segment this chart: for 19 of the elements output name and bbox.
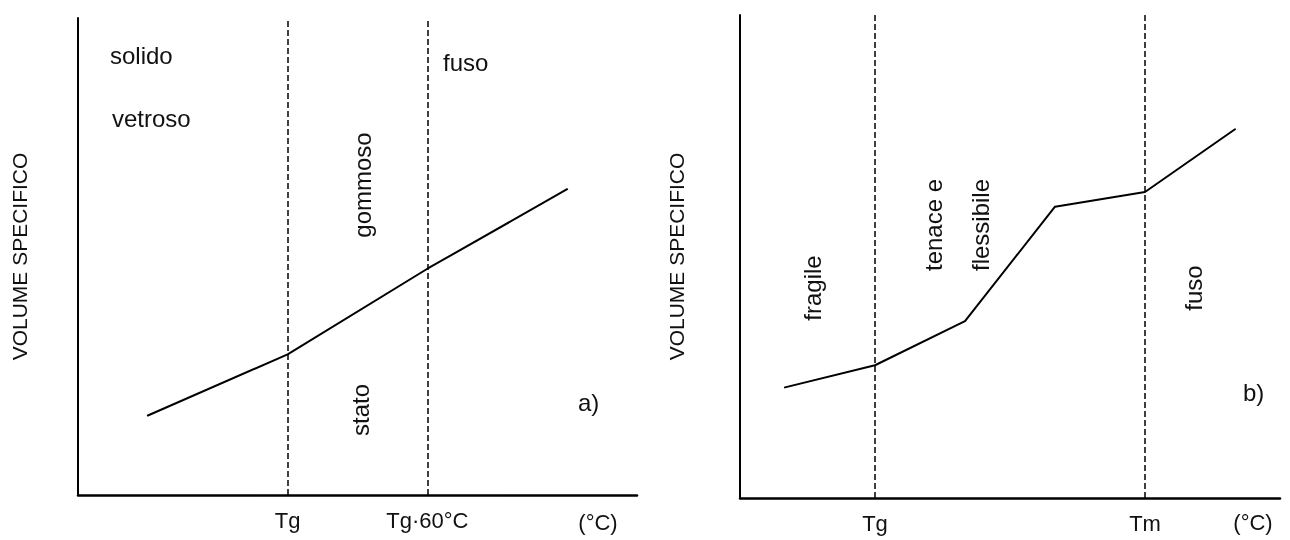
text: fuso	[443, 48, 489, 76]
annotation: flessibile	[966, 178, 994, 272]
annotation: gommoso	[348, 132, 376, 238]
x-tick-label: Tm	[1129, 510, 1161, 536]
y-axis-title: VOLUME SPECIFICO	[8, 152, 31, 361]
annotation: fuso	[1179, 265, 1207, 311]
x-axis-title: (°C)	[1233, 509, 1273, 535]
x-tick-label: Tg	[862, 510, 888, 536]
y-axis-title: VOLUME SPECIFICO	[665, 152, 688, 361]
annotation: tenace e	[919, 178, 947, 272]
x-axis-title: (°C)	[578, 509, 618, 535]
x-tick-label: Tg·60°C	[386, 507, 469, 533]
annotation: a)	[578, 388, 600, 416]
annotation: b)	[1243, 378, 1265, 406]
annotation: fragile	[798, 255, 826, 321]
annotation: stato	[346, 383, 374, 437]
x-tick-label: Tg	[274, 507, 301, 533]
text: vetroso	[112, 104, 191, 132]
text: solido	[110, 41, 173, 69]
